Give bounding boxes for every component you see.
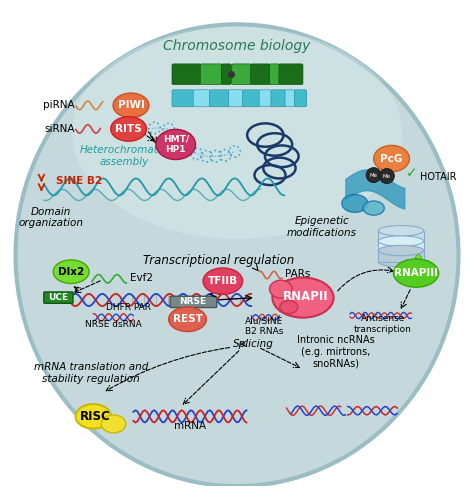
Ellipse shape bbox=[374, 145, 410, 172]
FancyBboxPatch shape bbox=[172, 90, 194, 107]
Text: Antisense
transcription: Antisense transcription bbox=[354, 314, 412, 334]
Text: Heterochromatin
assembly: Heterochromatin assembly bbox=[80, 145, 168, 167]
Ellipse shape bbox=[363, 201, 384, 215]
Ellipse shape bbox=[203, 268, 243, 294]
Ellipse shape bbox=[342, 194, 368, 212]
Text: RNAPII: RNAPII bbox=[283, 290, 328, 303]
Circle shape bbox=[366, 167, 381, 183]
FancyBboxPatch shape bbox=[279, 64, 303, 85]
Text: Intronic ncRNAs
(e.g. mirtrons,
snoRNAs): Intronic ncRNAs (e.g. mirtrons, snoRNAs) bbox=[297, 335, 375, 368]
Text: HMT/
HP1: HMT/ HP1 bbox=[163, 135, 189, 154]
Ellipse shape bbox=[378, 257, 424, 267]
Circle shape bbox=[404, 260, 410, 266]
Text: mRNA translation and
stability regulation: mRNA translation and stability regulatio… bbox=[34, 362, 148, 384]
Text: SINE B2: SINE B2 bbox=[55, 176, 102, 186]
Text: ✓: ✓ bbox=[406, 166, 417, 180]
Text: HOTAIR: HOTAIR bbox=[420, 172, 456, 182]
Circle shape bbox=[425, 261, 431, 267]
FancyBboxPatch shape bbox=[285, 90, 295, 107]
Text: Epigenetic
modifications: Epigenetic modifications bbox=[287, 216, 357, 238]
Text: Me: Me bbox=[383, 173, 391, 178]
FancyBboxPatch shape bbox=[44, 292, 73, 303]
Text: DHFR PAR: DHFR PAR bbox=[106, 304, 151, 313]
FancyBboxPatch shape bbox=[378, 230, 424, 242]
FancyBboxPatch shape bbox=[228, 90, 243, 107]
Ellipse shape bbox=[156, 129, 196, 159]
FancyBboxPatch shape bbox=[210, 90, 229, 107]
FancyBboxPatch shape bbox=[378, 241, 424, 253]
Text: Transcriptional regulation: Transcriptional regulation bbox=[143, 255, 294, 268]
Ellipse shape bbox=[53, 260, 89, 284]
Ellipse shape bbox=[378, 245, 424, 256]
FancyBboxPatch shape bbox=[232, 64, 251, 85]
Ellipse shape bbox=[76, 404, 111, 429]
Ellipse shape bbox=[111, 117, 146, 141]
Ellipse shape bbox=[270, 280, 292, 298]
FancyBboxPatch shape bbox=[378, 250, 424, 262]
Text: Domain
organization: Domain organization bbox=[18, 207, 83, 228]
Text: Dlx2: Dlx2 bbox=[58, 267, 84, 277]
Text: RISC: RISC bbox=[80, 410, 111, 423]
Circle shape bbox=[416, 255, 421, 261]
Ellipse shape bbox=[101, 415, 126, 433]
Text: Me: Me bbox=[370, 173, 378, 177]
FancyBboxPatch shape bbox=[294, 90, 307, 107]
Text: RNAPIII: RNAPIII bbox=[394, 268, 438, 278]
Text: UCE: UCE bbox=[48, 293, 68, 302]
Ellipse shape bbox=[16, 25, 458, 486]
FancyBboxPatch shape bbox=[271, 90, 285, 107]
Text: Evf2: Evf2 bbox=[129, 273, 153, 283]
Text: TFIIB: TFIIB bbox=[208, 276, 238, 286]
Ellipse shape bbox=[280, 301, 298, 314]
Text: siRNA: siRNA bbox=[44, 124, 74, 134]
Text: RITS: RITS bbox=[115, 124, 142, 134]
Ellipse shape bbox=[393, 259, 438, 287]
Ellipse shape bbox=[378, 225, 424, 236]
Circle shape bbox=[379, 168, 394, 183]
FancyBboxPatch shape bbox=[200, 64, 222, 85]
Text: PcG: PcG bbox=[380, 154, 403, 164]
FancyBboxPatch shape bbox=[270, 64, 279, 85]
Ellipse shape bbox=[273, 278, 334, 318]
Ellipse shape bbox=[113, 93, 149, 118]
FancyBboxPatch shape bbox=[193, 90, 210, 107]
FancyBboxPatch shape bbox=[221, 64, 231, 85]
Text: PIWI: PIWI bbox=[118, 100, 145, 110]
FancyBboxPatch shape bbox=[172, 64, 201, 85]
FancyBboxPatch shape bbox=[170, 296, 217, 308]
Ellipse shape bbox=[378, 236, 424, 246]
Text: piRNA: piRNA bbox=[43, 100, 74, 110]
Ellipse shape bbox=[169, 307, 206, 332]
FancyBboxPatch shape bbox=[259, 90, 272, 107]
FancyBboxPatch shape bbox=[243, 90, 260, 107]
Text: mRNA: mRNA bbox=[174, 421, 206, 431]
Text: Chromosome biology: Chromosome biology bbox=[164, 39, 310, 53]
Text: Splicing: Splicing bbox=[233, 339, 274, 349]
Text: PARs: PARs bbox=[285, 269, 310, 279]
FancyBboxPatch shape bbox=[251, 64, 270, 85]
Text: NRSE dsRNA: NRSE dsRNA bbox=[85, 320, 141, 329]
Ellipse shape bbox=[72, 27, 402, 238]
Text: NRSE: NRSE bbox=[180, 298, 207, 307]
Text: Alu/SINE
B2 RNAs: Alu/SINE B2 RNAs bbox=[245, 316, 283, 336]
Text: REST: REST bbox=[173, 314, 202, 324]
